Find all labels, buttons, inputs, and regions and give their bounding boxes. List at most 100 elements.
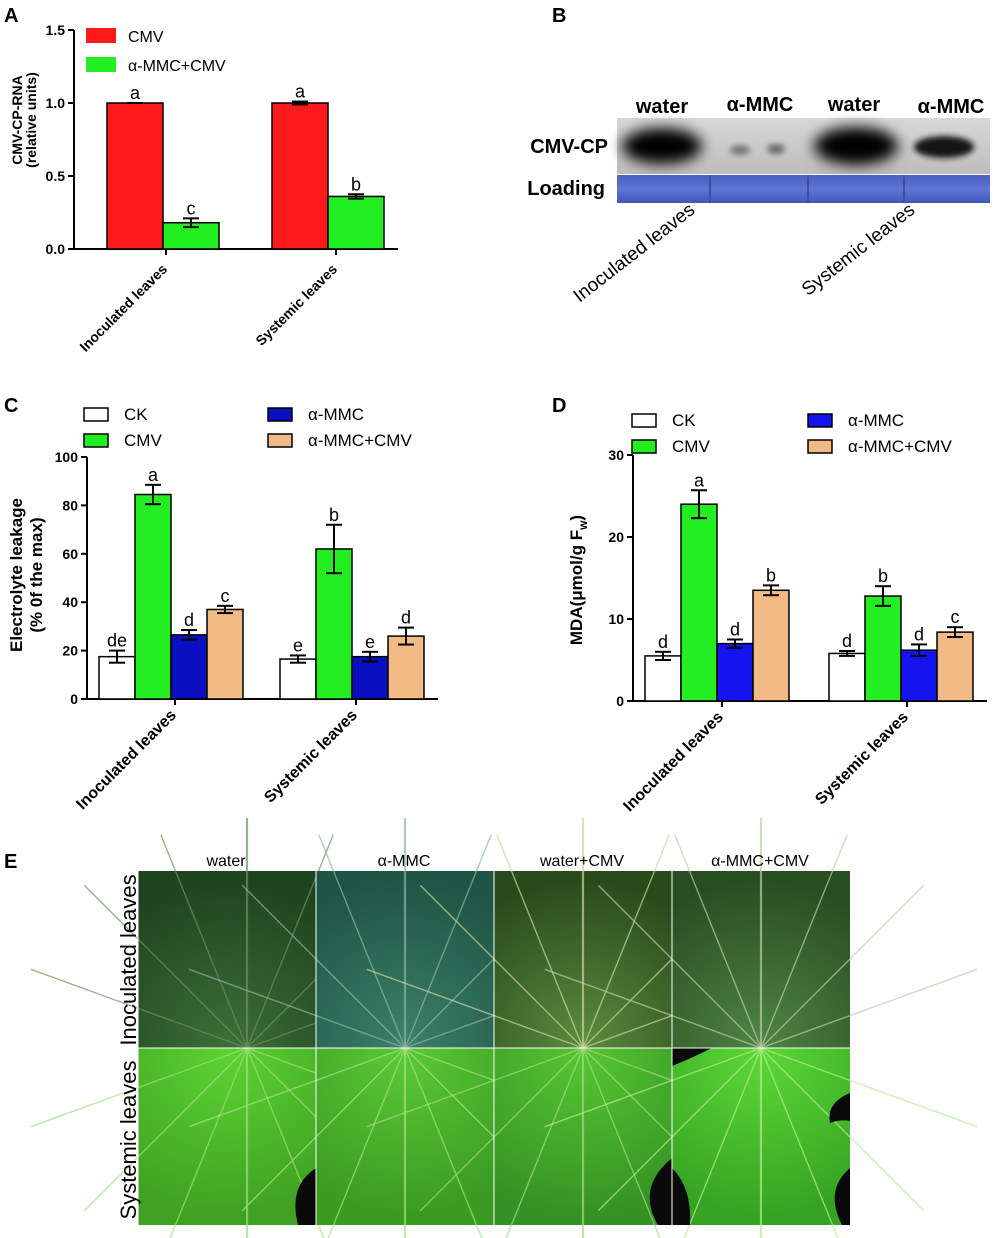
bar [134, 493, 172, 700]
chart-d: 0 10 20 30 MDA(μmol/g Fw) d d a b d d b c Inoculated … [567, 411, 987, 815]
leaf-vein [404, 1047, 483, 1238]
panel-letter-b: B [552, 5, 566, 27]
significance-label: a [295, 82, 306, 102]
leaf-vein [544, 968, 762, 1049]
photo-labels: water α-MMC water+CMV α-MMC+CMV Inoculat… [116, 853, 809, 1219]
legend-swatch [631, 413, 657, 428]
leaf-vein [760, 1047, 925, 1212]
legend-label: CMV [672, 437, 710, 456]
blot-band [814, 127, 898, 165]
panel-letter-a: A [4, 5, 18, 27]
legend-label: CK [124, 405, 148, 424]
bar [271, 102, 329, 250]
blot-band [622, 128, 702, 164]
leaf-edge-shadow [649, 1158, 672, 1225]
bar [98, 655, 136, 700]
photo-column-label: water [205, 853, 246, 870]
bar [644, 655, 682, 702]
significance-label: d [914, 624, 924, 644]
leaf-vein [760, 884, 925, 1049]
photo-row-label: Inoculated leaves [116, 874, 141, 1045]
y-tick-label: 20 [608, 529, 624, 545]
leaf-vein [760, 1047, 839, 1238]
y-tick-label: 100 [55, 449, 79, 465]
leaf-vein [760, 968, 978, 1049]
leaf-vein [582, 834, 670, 1049]
y-tick-label: 0 [616, 693, 624, 709]
legend-swatch [86, 57, 116, 72]
y-axis-label-subscript: w [576, 520, 590, 531]
leaf-edge-shadow [672, 1048, 712, 1066]
y-tick-label: 0 [70, 691, 78, 707]
leaf-vein [683, 1047, 762, 1238]
category-label: Inoculated leaves [73, 707, 179, 813]
y-tick-label: 0.5 [46, 168, 66, 184]
y-axis-label: (% 0f the max) [27, 517, 46, 632]
bar [106, 102, 164, 250]
legend-label: α-MMC+CMV [128, 58, 226, 75]
leaf-vein [404, 834, 492, 1049]
y-axis-label: (relative units) [23, 72, 39, 168]
y-axis-label-part: MDA(μmol/g F [567, 530, 586, 645]
y-tick-label: 1.0 [46, 95, 66, 111]
significance-label: b [329, 505, 339, 525]
significance-label: d [184, 610, 194, 630]
y-tick-label: 1.5 [46, 22, 66, 38]
leaf-vein [83, 1047, 248, 1212]
significance-label: d [842, 631, 852, 651]
leaf-edge-shadow [672, 1168, 691, 1225]
blot-lane-label: α-MMC [727, 94, 794, 116]
significance-label: a [694, 470, 705, 490]
significance-label: b [878, 566, 888, 586]
blot-lane-label: water [635, 96, 688, 118]
significance-label: d [401, 608, 411, 628]
category-label: Systemic leaves [261, 707, 361, 807]
legend-swatch [86, 28, 116, 43]
legend-label: α-MMC [308, 405, 364, 424]
blot-row-label: Loading [527, 178, 605, 200]
bar [206, 608, 244, 700]
leaf-edge-shadow [295, 1168, 316, 1225]
significance-label: d [658, 632, 668, 652]
legend-swatch [631, 439, 657, 454]
blot-group-label: Systemic leaves [798, 199, 919, 300]
significance-label: a [130, 83, 141, 103]
bar [170, 634, 208, 700]
y-axis-label: MDA(μmol/g Fw) [567, 515, 590, 645]
leaf-photo [138, 871, 316, 1048]
leaf-vein [366, 968, 584, 1049]
y-tick-label: 40 [62, 594, 78, 610]
leaf-vein [160, 834, 248, 1049]
blot-band [767, 144, 785, 154]
y-axis-label: Electrolyte leakage [7, 498, 26, 652]
leaf-vein [419, 884, 584, 1049]
leaf-vein [582, 1047, 661, 1238]
y-tick-label: 80 [62, 497, 78, 513]
bar [351, 655, 389, 700]
legend-label: α-MMC+CMV [308, 431, 412, 450]
leaf-edge-shadow [834, 1168, 850, 1225]
y-tick-label: 60 [62, 546, 78, 562]
y-tick-label: 20 [62, 643, 78, 659]
leaf-vein [188, 1047, 406, 1128]
significance-label: b [351, 174, 361, 194]
legend-swatch [807, 413, 833, 428]
y-tick-label: 30 [608, 447, 624, 463]
leaf-edge-shadow [829, 1093, 850, 1123]
leaf-vein [496, 834, 584, 1049]
leaf-vein [760, 1047, 978, 1128]
category-label: Systemic leaves [812, 709, 912, 809]
significance-label: b [766, 565, 776, 585]
category-label: Inoculated leaves [620, 709, 726, 815]
photo-column-label: water+CMV [539, 853, 624, 870]
significance-label: de [107, 631, 127, 651]
photo-column-label: α-MMC [378, 853, 431, 870]
legend-label: α-MMC+CMV [848, 437, 952, 456]
bar [900, 649, 938, 702]
bar [680, 503, 718, 702]
legend-swatch [83, 407, 109, 422]
panel-letter-c: C [4, 395, 18, 417]
bar [864, 595, 902, 702]
western-blot: water α-MMC water α-MMC CMV-CP Loading I… [527, 94, 990, 307]
significance-label: c [221, 586, 230, 606]
